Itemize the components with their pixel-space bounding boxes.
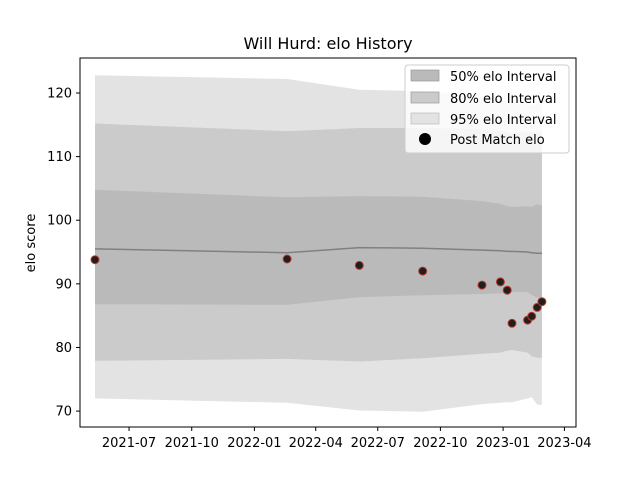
legend-label-post-match: Post Match elo bbox=[450, 133, 545, 148]
y-tick-label: 90 bbox=[55, 277, 72, 292]
y-axis: 70 80 90 100 110 120 bbox=[47, 86, 80, 420]
post-match-points bbox=[90, 254, 547, 328]
post-match-point bbox=[282, 254, 292, 264]
post-match-point bbox=[537, 297, 547, 307]
x-tick-label: 2022-04 bbox=[289, 436, 343, 451]
legend-label-80: 80% elo Interval bbox=[450, 92, 557, 107]
legend-marker-post-match bbox=[419, 133, 431, 145]
x-tick-label: 2021-10 bbox=[165, 436, 219, 451]
legend-swatch-50 bbox=[410, 69, 440, 82]
legend-frame bbox=[404, 64, 570, 154]
x-tick-label: 2021-07 bbox=[102, 436, 156, 451]
y-axis-label: elo score bbox=[24, 214, 39, 273]
chart-title: Will Hurd: elo History bbox=[243, 34, 412, 53]
y-tick-label: 100 bbox=[47, 214, 72, 229]
x-tick-label: 2023-01 bbox=[476, 436, 530, 451]
y-tick-label: 80 bbox=[55, 341, 72, 356]
post-match-point bbox=[507, 318, 517, 328]
legend-swatch-80 bbox=[410, 91, 440, 104]
post-match-point bbox=[527, 311, 537, 321]
y-tick-label: 110 bbox=[47, 150, 72, 165]
post-match-point bbox=[502, 285, 512, 295]
plot-frame bbox=[79, 57, 577, 428]
x-tick-label: 2023-04 bbox=[537, 436, 591, 451]
post-match-point bbox=[418, 266, 428, 276]
x-axis: 2021-07 2021-10 2022-01 2022-04 2022-07 2022-… bbox=[102, 427, 592, 451]
x-tick-label: 2022-07 bbox=[351, 436, 405, 451]
post-match-point bbox=[532, 302, 542, 312]
legend: 50% elo Interval 80% elo Interval 95% el… bbox=[404, 64, 570, 154]
y-tick-label: 70 bbox=[55, 405, 72, 420]
legend-label-50: 50% elo Interval bbox=[450, 70, 557, 85]
y-tick-label: 120 bbox=[47, 86, 72, 101]
post-match-point bbox=[90, 255, 100, 265]
post-match-point bbox=[477, 280, 487, 290]
post-match-point bbox=[495, 277, 505, 287]
legend-label-95: 95% elo Interval bbox=[450, 113, 557, 128]
mean-elo-line bbox=[94, 246, 542, 255]
x-tick-label: 2022-10 bbox=[413, 436, 467, 451]
plot-area bbox=[90, 75, 547, 412]
post-match-point bbox=[354, 260, 364, 270]
legend-swatch-95 bbox=[410, 112, 440, 125]
x-tick-label: 2022-01 bbox=[227, 436, 281, 451]
band-50-interval bbox=[95, 189, 542, 305]
